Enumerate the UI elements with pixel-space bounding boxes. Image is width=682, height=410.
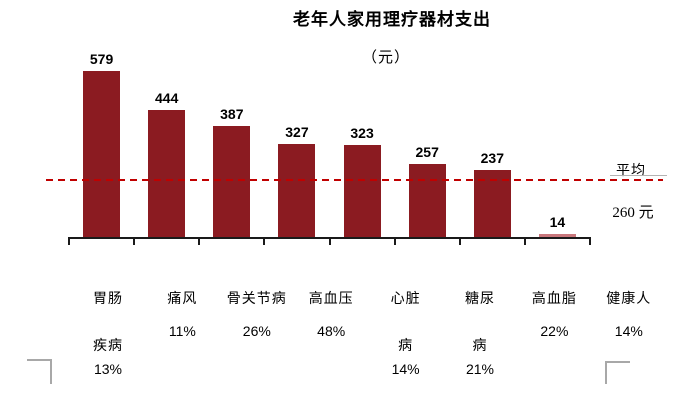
textbox-corner-artifact-right: [605, 361, 630, 384]
x-axis-tick: [68, 239, 70, 245]
bar-value-label: 579: [89, 51, 114, 67]
category-label: 疾病: [93, 339, 123, 354]
x-axis-tick: [458, 239, 461, 245]
x-axis: [68, 237, 591, 239]
average-value-label: 260 元: [612, 205, 654, 221]
category-share-label: 22%: [540, 323, 569, 339]
bar: [83, 71, 121, 238]
x-axis-tick: [133, 239, 136, 245]
category-share-label: 26%: [242, 323, 271, 339]
average-dashed-line: [46, 179, 663, 181]
category-label: 糖尿: [465, 292, 495, 307]
category-label: 骨关节病: [226, 292, 287, 307]
category-label: 高血脂: [531, 292, 577, 307]
category-label: 高血压: [308, 292, 354, 307]
bar-value-label: 323: [350, 125, 374, 141]
category-label: 胃肠: [93, 292, 123, 307]
bar-value-label: 14: [549, 214, 566, 230]
textbox-corner-artifact-left: [27, 359, 52, 384]
textbox-border-artifact: [610, 175, 667, 176]
chart-unit-label: （元）: [361, 50, 410, 66]
bar: [278, 144, 316, 238]
category-share-label: 13%: [93, 361, 123, 377]
x-axis-tick: [328, 239, 331, 245]
x-axis-tick: [589, 239, 591, 245]
bar: [408, 164, 446, 238]
category-label: 病: [472, 339, 488, 354]
x-axis-tick: [198, 239, 201, 245]
bar: [148, 110, 186, 238]
chart-title: 老年人家用理疗器材支出: [293, 10, 491, 29]
x-axis-tick: [263, 239, 266, 245]
bar: [213, 126, 251, 238]
category-share-label: 11%: [168, 323, 196, 339]
category-label: 心脏: [390, 292, 421, 307]
category-share-label: 21%: [465, 361, 495, 377]
bar-value-label: 444: [155, 90, 179, 106]
average-line-label: 平均: [616, 164, 646, 179]
category-label: 痛风: [167, 292, 198, 307]
bar-value-label: 387: [220, 106, 244, 122]
category-label: 健康人: [606, 292, 652, 307]
bar-value-label: 257: [415, 144, 439, 160]
bar-value-label: 327: [285, 124, 309, 140]
category-label: 病: [398, 339, 414, 354]
x-axis-tick: [523, 239, 526, 245]
category-share-label: 14%: [391, 361, 420, 377]
bar: [343, 145, 381, 238]
bar-value-label: 237: [480, 150, 504, 166]
bar: [538, 234, 576, 238]
bar: [473, 170, 511, 238]
category-share-label: 48%: [317, 323, 346, 339]
x-axis-tick: [393, 239, 396, 245]
category-share-label: 14%: [614, 323, 643, 339]
